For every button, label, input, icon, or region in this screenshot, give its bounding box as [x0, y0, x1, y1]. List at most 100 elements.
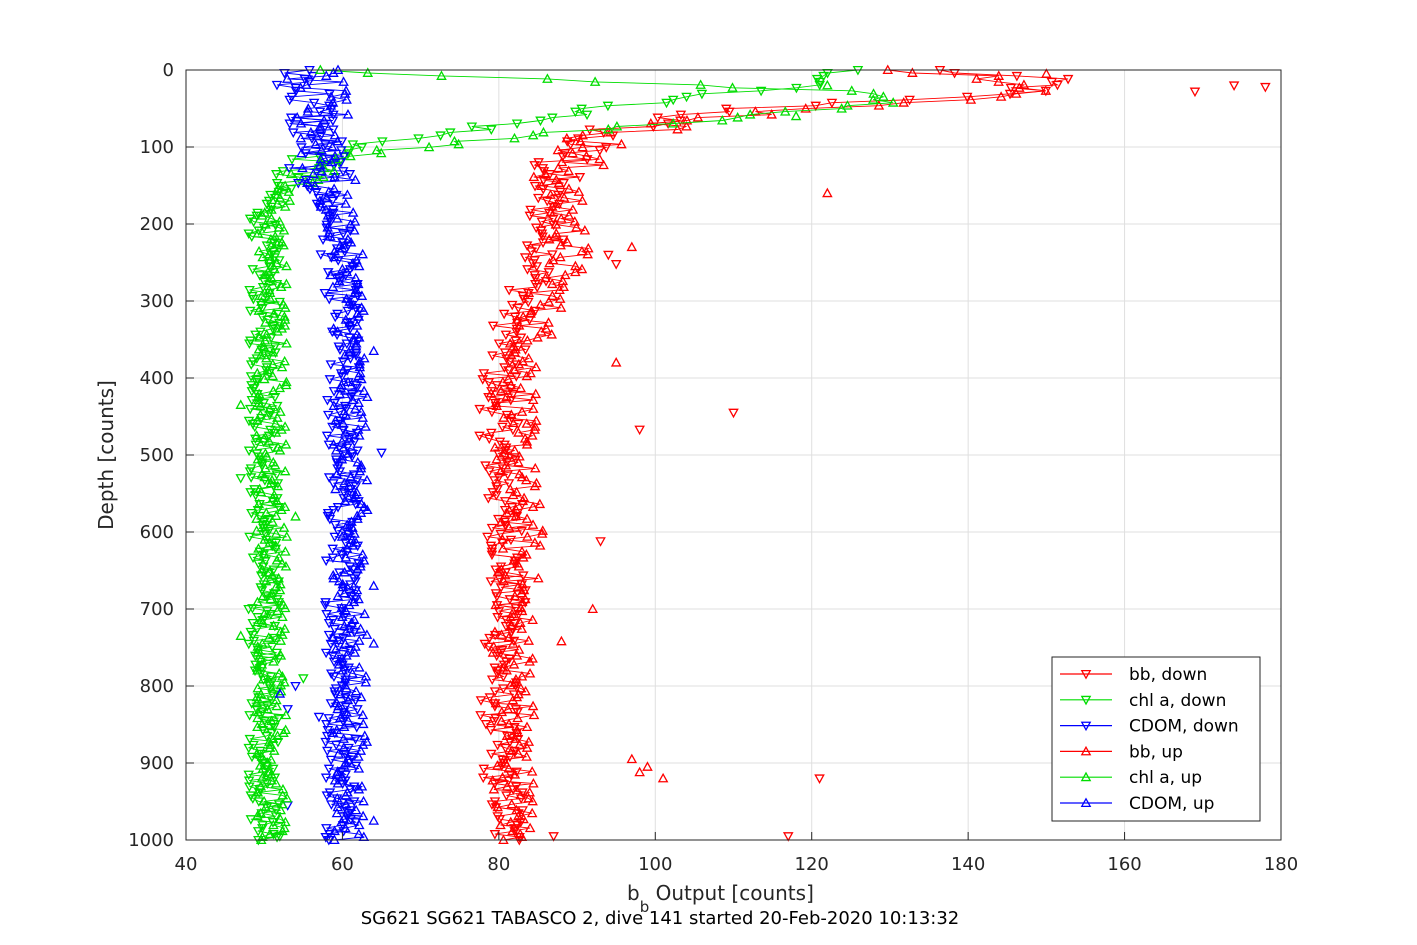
- data-point: [316, 165, 327, 176]
- outlier-point: [657, 772, 669, 783]
- data-point: [512, 581, 524, 592]
- data-point: [274, 813, 286, 824]
- data-point: [333, 748, 344, 758]
- data-point: [499, 757, 511, 767]
- data-point: [352, 456, 364, 467]
- data-point: [520, 474, 532, 485]
- data-point: [252, 596, 263, 607]
- outlier-point: [290, 511, 301, 521]
- data-point: [266, 204, 277, 214]
- outlier-point: [822, 187, 833, 198]
- data-point: [495, 385, 507, 396]
- data-point: [252, 827, 264, 837]
- data-point: [277, 611, 288, 622]
- data-point: [271, 470, 283, 480]
- data-point: [343, 809, 354, 819]
- outlier-point: [1041, 68, 1052, 78]
- data-point: [277, 825, 288, 836]
- data-point: [501, 391, 512, 402]
- data-point: [329, 171, 340, 182]
- data-point: [253, 305, 265, 315]
- x-tick-label: 120: [795, 854, 829, 875]
- data-point: [331, 468, 343, 479]
- data-point: [1011, 71, 1023, 82]
- data-point: [486, 428, 497, 439]
- data-point: [576, 263, 588, 274]
- data-point: [279, 311, 290, 321]
- data-point: [268, 308, 280, 318]
- data-point: [518, 294, 530, 305]
- data-point: [320, 737, 331, 748]
- data-point: [512, 712, 523, 723]
- data-point: [358, 385, 370, 396]
- data-point: [577, 129, 589, 140]
- data-point: [346, 449, 357, 460]
- data-point: [271, 170, 282, 180]
- data-point: [322, 210, 334, 220]
- data-point: [486, 547, 498, 558]
- data-point: [325, 669, 337, 680]
- data-point: [354, 355, 366, 366]
- data-point: [329, 687, 340, 697]
- data-point: [255, 780, 267, 791]
- data-point: [251, 415, 263, 425]
- grid: [185, 69, 1282, 841]
- data-point: [262, 757, 273, 767]
- data-point: [525, 367, 536, 378]
- data-point: [523, 635, 535, 645]
- data-point: [487, 321, 499, 332]
- data-point: [506, 798, 518, 809]
- data-point: [315, 131, 327, 141]
- data-point: [529, 537, 541, 547]
- data-point: [602, 101, 614, 112]
- data-point: [261, 731, 273, 742]
- data-point: [524, 822, 536, 833]
- data-point: [558, 281, 569, 292]
- data-point: [260, 529, 271, 540]
- data-point: [497, 662, 509, 672]
- data-point: [681, 120, 692, 131]
- data-point: [491, 491, 502, 501]
- data-point: [348, 225, 360, 235]
- data-point: [256, 638, 268, 648]
- data-point: [582, 248, 593, 259]
- data-point: [331, 792, 343, 803]
- data-point: [513, 748, 524, 758]
- data-point: [271, 401, 283, 412]
- data-point: [724, 107, 735, 118]
- data-point: [353, 783, 365, 794]
- data-point: [339, 495, 351, 506]
- data-point: [345, 471, 356, 482]
- data-point: [478, 369, 490, 379]
- data-point: [244, 467, 256, 477]
- data-point: [341, 706, 352, 717]
- data-point: [513, 560, 525, 571]
- data-point: [328, 125, 339, 135]
- data-point: [552, 190, 564, 201]
- data-point: [755, 86, 767, 97]
- data-point: [512, 708, 523, 718]
- data-point: [779, 106, 791, 116]
- data-point: [260, 801, 272, 812]
- data-point: [252, 644, 264, 654]
- outlier-point: [290, 681, 301, 692]
- data-point: [357, 810, 369, 821]
- data-point: [245, 473, 257, 483]
- data-point: [496, 629, 507, 639]
- data-point: [254, 332, 265, 342]
- data-point: [506, 745, 518, 755]
- data-point: [527, 259, 539, 269]
- data-point: [252, 810, 263, 821]
- data-point: [527, 700, 539, 711]
- data-point: [327, 141, 338, 152]
- data-point: [272, 605, 283, 616]
- data-point: [540, 323, 552, 333]
- data-point: [243, 776, 255, 787]
- data-point: [327, 615, 339, 626]
- data-point: [328, 439, 339, 449]
- data-point: [325, 360, 337, 370]
- data-point: [258, 340, 269, 351]
- data-point: [497, 534, 508, 544]
- data-point: [507, 694, 519, 705]
- data-point: [495, 529, 506, 540]
